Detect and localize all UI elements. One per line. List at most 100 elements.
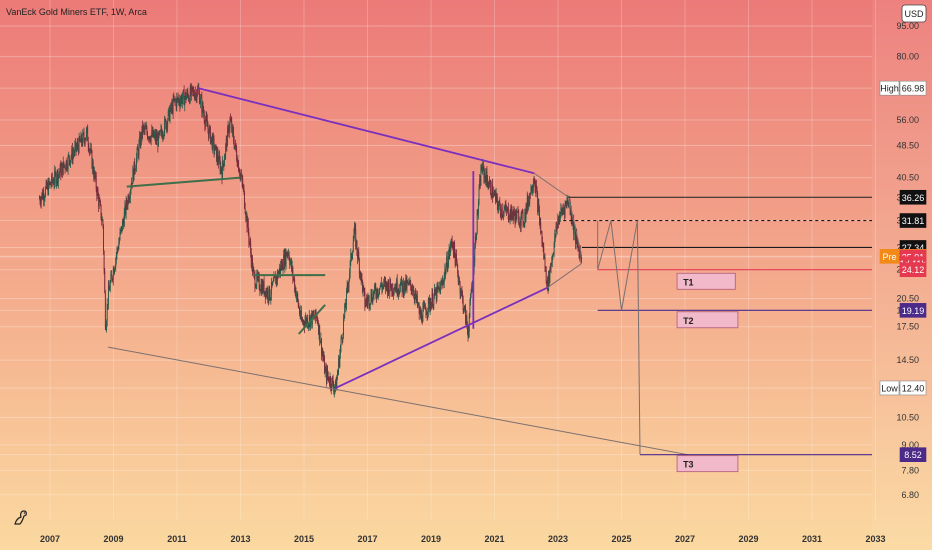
candle-body [304, 321, 306, 328]
candle-body [416, 295, 418, 300]
candle-body [226, 138, 228, 147]
candle-body [495, 192, 496, 201]
candle-body [172, 103, 173, 113]
y-tick-label: 20.50 [896, 294, 919, 304]
candle-body [158, 132, 160, 135]
y-tick-label: 80.00 [896, 52, 919, 62]
candle-body [302, 320, 304, 323]
tradingview-logo-icon[interactable] [14, 510, 27, 525]
price-tag-value: 27.34 [902, 243, 925, 253]
candle-body [453, 242, 455, 255]
candle-body [126, 200, 128, 205]
candle-body [40, 197, 42, 204]
candle-body [239, 172, 241, 176]
candle-body [517, 211, 519, 213]
candle-body [372, 292, 374, 303]
y-tick-label: 6.80 [901, 490, 919, 500]
candle-body [94, 171, 96, 178]
candle-body [538, 203, 540, 210]
candle-body [557, 218, 559, 225]
candle-body [342, 335, 344, 340]
candle-body [68, 155, 70, 157]
candle-body [53, 182, 55, 185]
candle-body [294, 279, 296, 291]
candle-body [261, 283, 263, 295]
candle-body [466, 315, 468, 325]
candle-body [136, 157, 137, 168]
candle-body [38, 198, 40, 200]
target-box-t3 [676, 455, 739, 473]
candle-body [230, 120, 232, 123]
candle-body [489, 181, 491, 182]
candle-body [432, 304, 434, 308]
candle-body [534, 181, 536, 183]
candle-body [103, 225, 104, 252]
candle-body [175, 100, 177, 102]
candle-body [239, 173, 241, 176]
candle-body [288, 253, 290, 260]
candle-body [338, 358, 340, 367]
connector-line-2 [547, 262, 583, 289]
candle-body [191, 86, 192, 95]
candle-body [550, 267, 551, 270]
candle-body [241, 175, 243, 182]
currency-button[interactable]: USD [901, 4, 927, 23]
candle-body [432, 293, 434, 308]
candle-body [266, 289, 268, 296]
candle-body [74, 145, 76, 153]
candle-body [272, 281, 274, 283]
y-tick-label: 17.50 [896, 322, 919, 332]
candle-body [307, 318, 308, 327]
candle-body [515, 210, 517, 220]
candle-body [462, 297, 464, 311]
candle-body [381, 286, 383, 290]
candle-body [391, 284, 393, 293]
candle-body [114, 266, 116, 270]
candle-body [368, 295, 370, 306]
candle-body [119, 232, 121, 240]
candle-body [100, 201, 101, 205]
candle-body [539, 222, 541, 224]
candle-body [81, 142, 83, 145]
candle-body [291, 260, 293, 270]
target-label-t1: T1 [683, 277, 694, 287]
candle-body [429, 299, 431, 310]
candle-body [289, 261, 291, 265]
candle-body [296, 296, 297, 298]
candle-body [247, 219, 249, 228]
candle-body [435, 289, 437, 300]
candle-body [460, 292, 462, 294]
candle-body [397, 293, 399, 295]
candle-body [399, 291, 401, 293]
candle-body [46, 183, 48, 189]
candle-body [145, 127, 147, 129]
candle-body [563, 208, 565, 211]
candle-body [45, 182, 47, 188]
candle-body [133, 161, 135, 181]
wedge-tip-line [568, 197, 583, 257]
x-tick-label: 2023 [548, 534, 568, 544]
candle-body [286, 252, 288, 257]
candle-body [497, 204, 499, 210]
candle-body [54, 170, 56, 183]
candle-body [493, 192, 495, 194]
x-tick-label: 2021 [484, 534, 504, 544]
candle-body [245, 213, 247, 218]
candle-body [369, 305, 371, 307]
candle-body [42, 192, 43, 199]
candle-body [456, 261, 458, 265]
candle-body [209, 127, 211, 144]
candle-body [142, 126, 144, 133]
candle-body [330, 386, 332, 389]
projection-path [597, 220, 641, 455]
candle-body [442, 280, 444, 283]
candle-body [451, 240, 453, 242]
candle-body [366, 301, 368, 303]
candle-body [220, 166, 222, 172]
candle-body [197, 88, 199, 96]
candle-body [542, 242, 543, 245]
candle-body [251, 257, 253, 266]
candle-body [312, 311, 314, 316]
candle-body [93, 171, 95, 178]
